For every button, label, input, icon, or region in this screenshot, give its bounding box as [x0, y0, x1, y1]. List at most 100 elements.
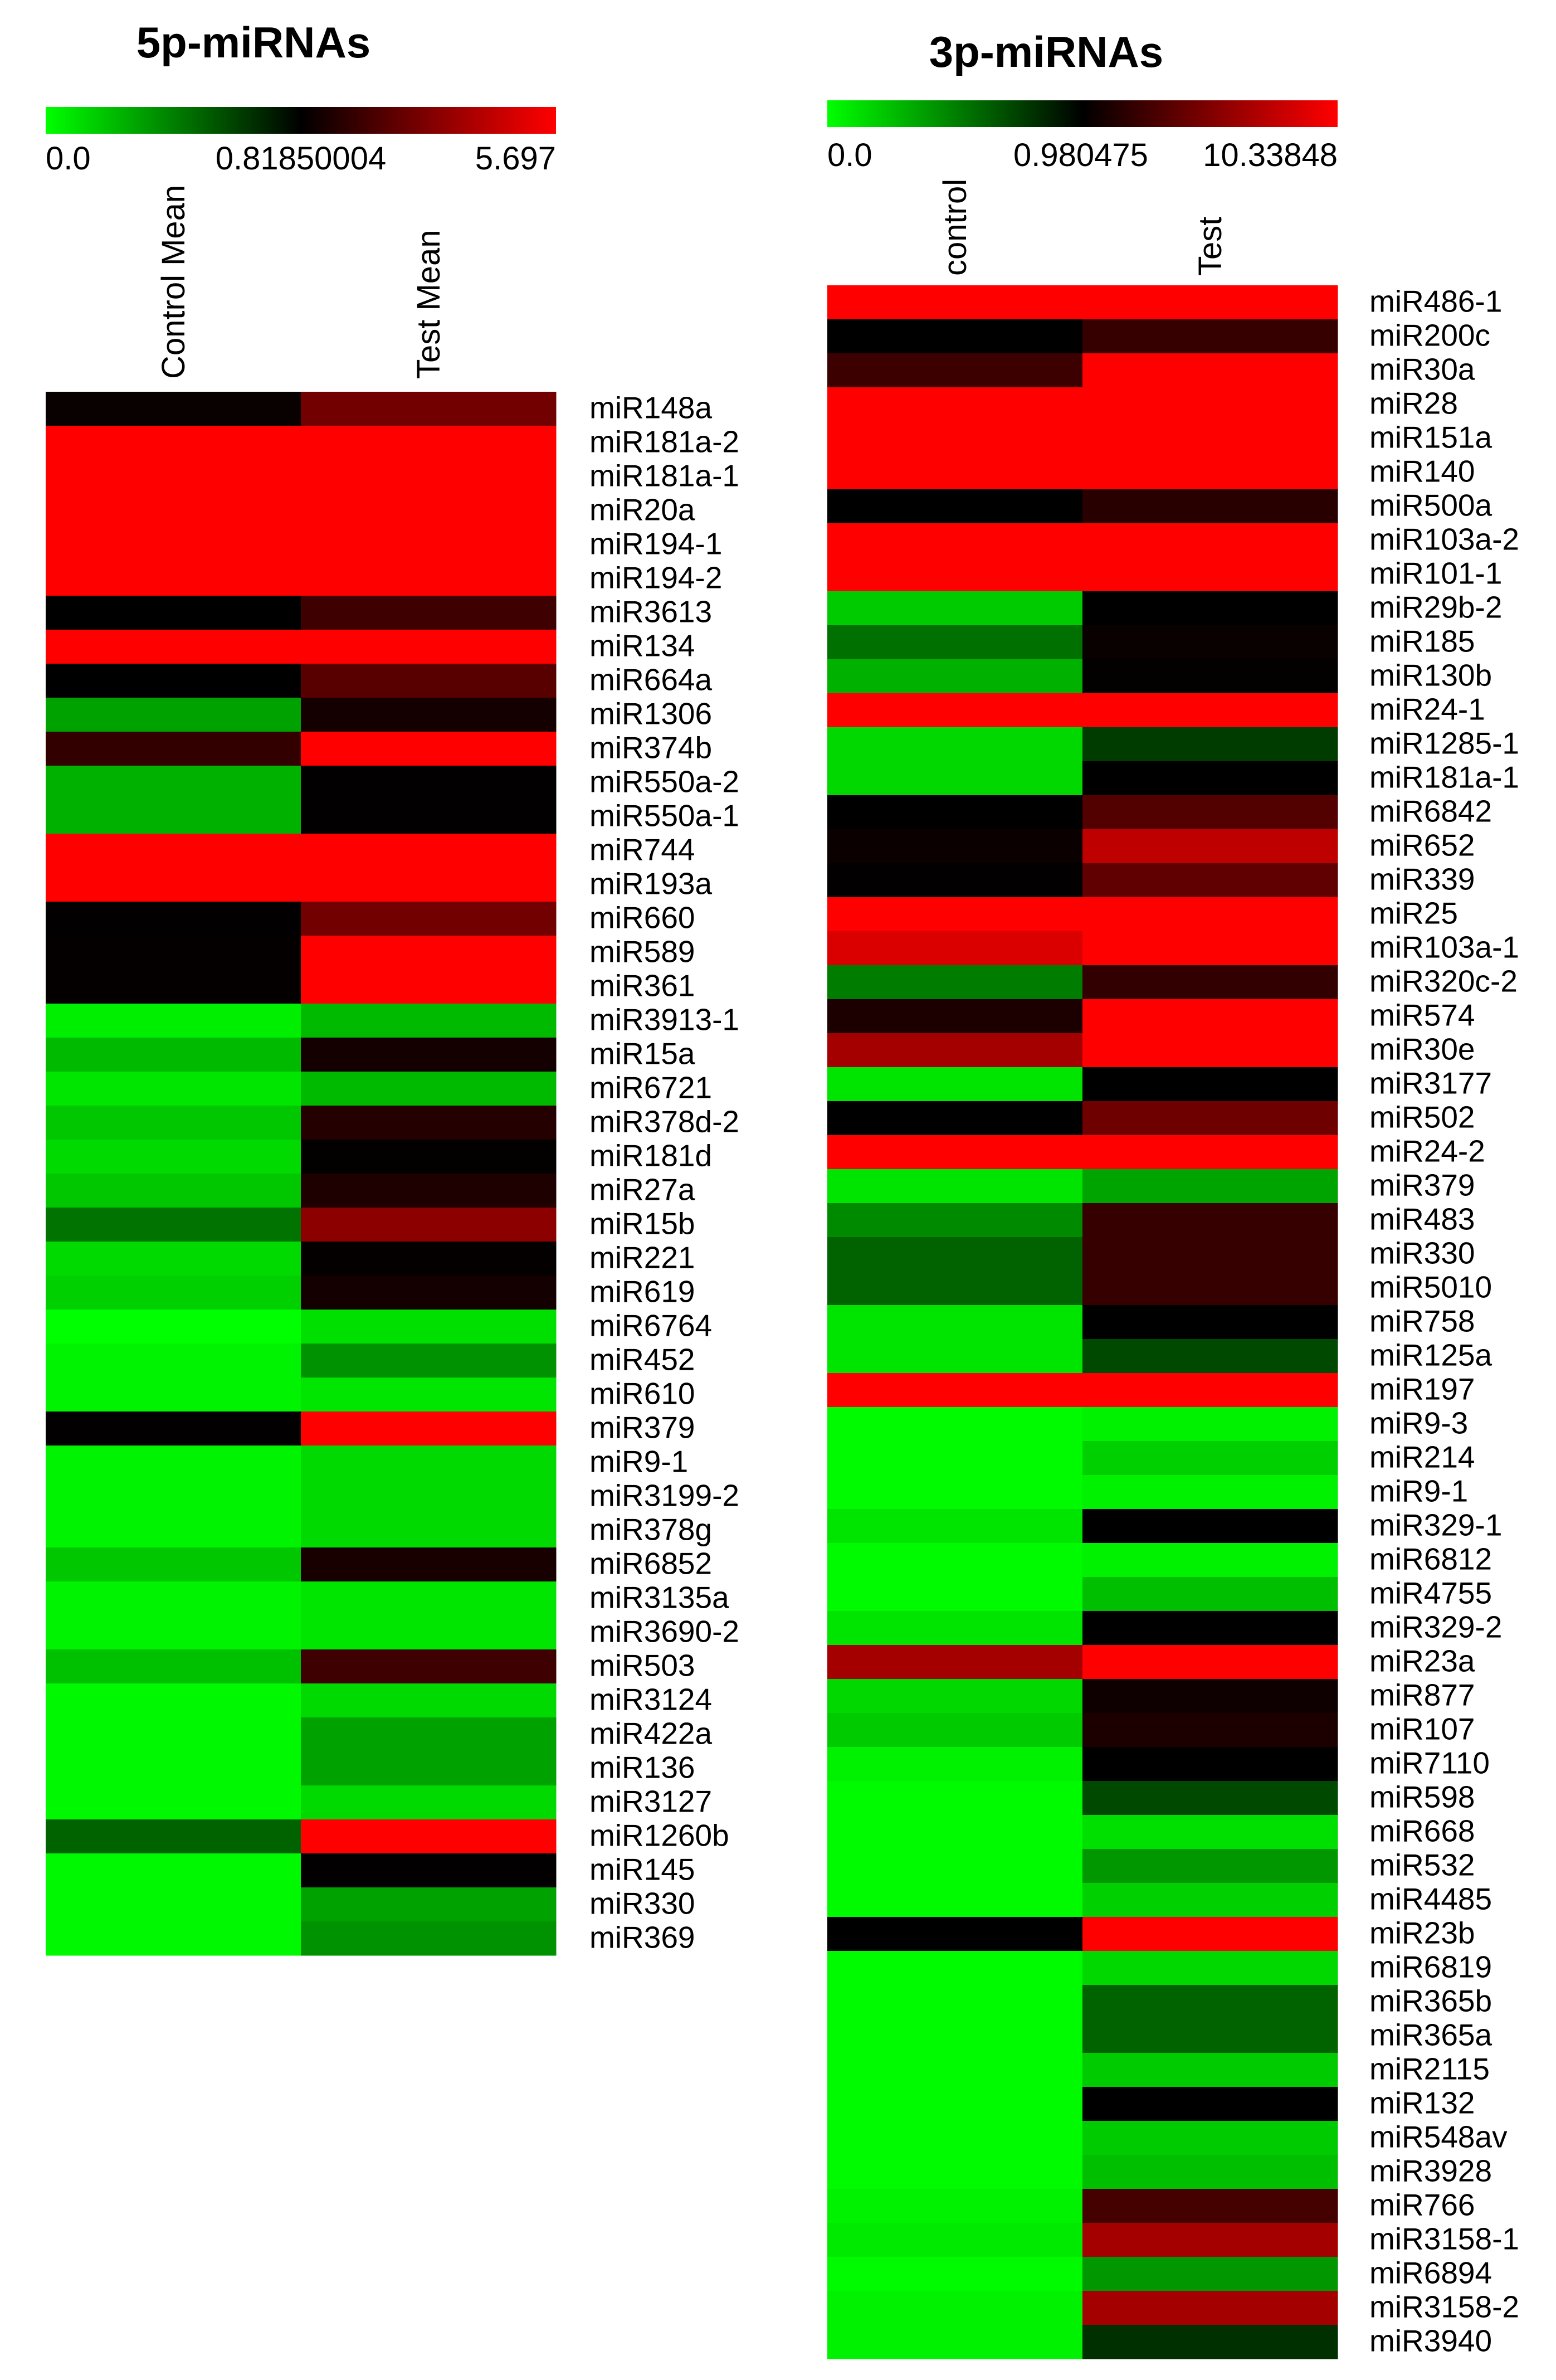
- heatmap-cell: [1082, 1713, 1338, 1748]
- heatmap-cell: [827, 1781, 1083, 1816]
- heatmap-cell: [1082, 1407, 1338, 1442]
- heatmap-cell: [301, 1378, 557, 1412]
- heatmap-cell: [1082, 2087, 1338, 2121]
- row-label: miR503: [589, 1648, 695, 1683]
- heatmap-cell: [1082, 1849, 1338, 1883]
- chart-title: 3p-miRNAs: [929, 27, 1163, 76]
- color-scale-bar: [46, 107, 556, 134]
- heatmap-cell: [1082, 489, 1338, 524]
- heatmap-cell: [46, 1547, 301, 1582]
- heatmap-cell: [827, 1339, 1083, 1374]
- heatmap-cell: [1082, 1611, 1338, 1646]
- heatmap-cell: [827, 591, 1083, 626]
- row-label: miR664a: [589, 663, 713, 697]
- row-label: miR422a: [589, 1716, 713, 1751]
- row-label: miR3940: [1369, 2324, 1492, 2358]
- heatmap-cell: [1082, 1339, 1338, 1374]
- heatmap-cell: [1082, 1135, 1338, 1170]
- heatmap-cell: [1082, 2155, 1338, 2189]
- row-label: miR194-2: [589, 561, 722, 595]
- row-label: miR3135a: [589, 1580, 729, 1615]
- heatmap-cell: [1082, 2223, 1338, 2257]
- heatmap-cell: [1082, 1577, 1338, 1612]
- heatmap-cell: [46, 562, 301, 596]
- heatmap-cell: [301, 834, 557, 868]
- heatmap-cell: [46, 1072, 301, 1106]
- row-label: miR6819: [1369, 1950, 1492, 1984]
- heatmap-cell: [301, 1581, 557, 1616]
- heatmap-cell: [827, 1679, 1083, 1714]
- heatmap-cell: [301, 426, 557, 460]
- row-label: miR3158-2: [1369, 2290, 1519, 2324]
- heatmap-cell: [301, 392, 557, 426]
- row-label: miR25: [1369, 896, 1458, 931]
- heatmap-cell: [1082, 2019, 1338, 2053]
- heatmap-cell: [46, 1785, 301, 1820]
- row-label: miR483: [1369, 1202, 1475, 1237]
- heatmap-cell: [1082, 2291, 1338, 2325]
- row-label: miR29b-2: [1369, 590, 1502, 625]
- row-label: miR589: [589, 935, 695, 969]
- heatmap-cell: [827, 2291, 1083, 2325]
- row-label: miR379: [589, 1410, 695, 1445]
- heatmap-cell: [301, 1344, 557, 1378]
- row-label: miR15b: [589, 1206, 695, 1241]
- heatmap-cell: [827, 2155, 1083, 2189]
- row-label: miR101-1: [1369, 556, 1502, 591]
- heatmap-cell: [46, 1853, 301, 1888]
- row-label: miR103a-2: [1369, 522, 1519, 557]
- heatmap-cell: [301, 1072, 557, 1106]
- heatmap-cell: [46, 460, 301, 494]
- heatmap-cell: [301, 460, 557, 494]
- row-label: miR3127: [589, 1784, 712, 1819]
- heatmap-cell: [827, 1849, 1083, 1883]
- heatmap-cell: [1082, 1679, 1338, 1714]
- row-label: miR6852: [589, 1546, 712, 1581]
- heatmap-5p: 5p-miRNAs 0.0 0.81850004 5.697 Control M…: [46, 18, 739, 1956]
- heatmap-cell: [46, 1378, 301, 1412]
- heatmap-cell: [1082, 1237, 1338, 1272]
- heatmap-cell: [1082, 727, 1338, 762]
- heatmap-cell: [827, 1271, 1083, 1306]
- heatmap-cell: [46, 1887, 301, 1922]
- heatmap-cell: [827, 1475, 1083, 1510]
- heatmap-cell: [1082, 761, 1338, 796]
- row-label: miR23a: [1369, 1644, 1475, 1678]
- row-label: miR486-1: [1369, 284, 1502, 319]
- heatmap-cell: [1082, 931, 1338, 966]
- heatmap-cell: [827, 1509, 1083, 1544]
- heatmap-cell: [301, 1513, 557, 1548]
- heatmap-cell: [1082, 2325, 1338, 2359]
- row-label: miR619: [589, 1274, 695, 1309]
- heatmap-cell: [827, 897, 1083, 932]
- heatmap-cell: [1082, 1883, 1338, 1917]
- row-label: miR132: [1369, 2086, 1475, 2120]
- heatmap-cell: [301, 1785, 557, 1820]
- heatmap-cell: [1082, 1475, 1338, 1510]
- heatmap-cell: [46, 1921, 301, 1956]
- heatmap-cell: [827, 1645, 1083, 1680]
- row-label: miR200c: [1369, 318, 1490, 353]
- heatmap-cell: [1082, 1271, 1338, 1306]
- heatmap-cell: [46, 1479, 301, 1514]
- color-scale-bar: [827, 100, 1338, 127]
- heatmap-cell: [301, 1208, 557, 1242]
- heatmap-cell: [46, 1038, 301, 1072]
- heatmap-cell: [827, 2019, 1083, 2053]
- row-label: miR4485: [1369, 1882, 1492, 1916]
- heatmap-cell: [1082, 1645, 1338, 1680]
- row-label: miR3928: [1369, 2154, 1492, 2188]
- row-label: miR744: [589, 833, 695, 867]
- row-label: miR28: [1369, 386, 1458, 421]
- row-label: miR330: [589, 1886, 695, 1921]
- row-label: miR548av: [1369, 2120, 1508, 2154]
- row-label: miR6764: [589, 1308, 712, 1343]
- heatmap-cell: [46, 1208, 301, 1242]
- heatmap-cell: [301, 528, 557, 562]
- heatmap-cell: [827, 1441, 1083, 1476]
- heatmap-cell: [1082, 1747, 1338, 1782]
- row-label: miR27a: [589, 1172, 695, 1207]
- row-label: miR550a-1: [589, 799, 739, 833]
- scale-max-label: 10.33848: [1203, 137, 1338, 173]
- row-label: miR136: [589, 1750, 695, 1785]
